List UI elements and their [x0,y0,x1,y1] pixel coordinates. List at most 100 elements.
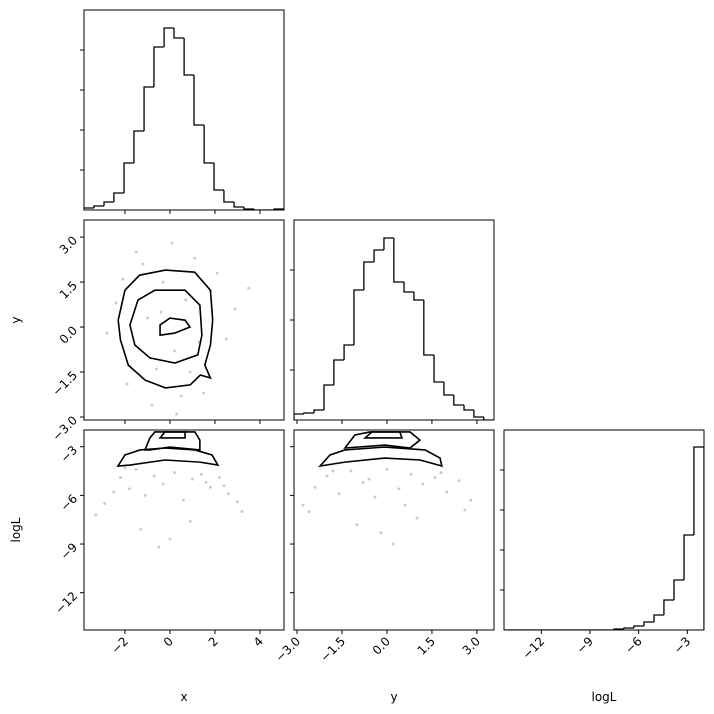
hist-bar [413,292,424,301]
scatter-point [161,280,165,284]
x-tick-label: 0.0 [370,634,393,657]
scatter-point [439,471,443,475]
y-tick-label: 1.5 [57,278,80,301]
scatter-point [112,490,116,494]
scatter-point [385,467,389,471]
scatter-point [150,403,154,407]
x-tick-label: −2 [109,634,131,656]
x-tick-label: −3.0 [273,634,304,665]
hist-bar [663,599,674,615]
plot-area [94,431,244,549]
y-tick-label: −9 [58,540,80,562]
hist-bar [294,413,304,420]
x-tick-label: −6 [622,634,644,656]
x-tick-label: −9 [574,634,596,656]
hist-bar [203,125,215,164]
scatter-point [313,485,317,489]
hist-bar [393,238,405,283]
x-tick-label: 4 [251,634,266,649]
hist-bar [623,627,634,629]
hist-bar [233,202,244,208]
hist-bar [463,405,474,411]
hist-bar [223,190,235,203]
y-tick-label: −1.5 [50,368,81,399]
scatter-point [105,331,109,335]
scatter-point [367,477,371,481]
scatter-point [247,286,251,290]
scatter-point [134,250,138,254]
plot-area [301,431,473,546]
hist-bar [443,382,454,396]
scatter-point [409,472,413,476]
scatter-point [199,472,203,476]
plot-area [84,27,284,210]
scatter-point [224,337,228,341]
x-tick-label: 3.0 [460,634,483,657]
axes-frame [83,219,285,421]
contour [143,431,201,451]
plot-area [294,237,494,420]
scatter-point [118,476,122,480]
scatter-point [125,382,129,386]
panel: −12 −9 −6 −3 logL [500,429,705,704]
contour [362,431,404,439]
scatter-point [215,271,219,275]
hist-bar [84,207,94,210]
scatter-point [301,503,305,507]
hist-bar [243,207,255,210]
scatter-point [235,500,239,504]
hist-bar [173,28,185,39]
scatter-point [469,498,473,502]
x-tick-label: 2 [206,634,221,649]
x-tick-label: 1.5 [415,634,438,657]
scatter-point [457,479,461,483]
scatter-point [179,394,183,398]
scatter-point [181,498,185,502]
scatter-point [143,493,147,497]
scatter-point [188,519,192,523]
scatter-point [240,510,244,514]
hist-bar [433,355,444,383]
hist-bar [673,579,685,600]
hist-bar [343,344,354,360]
hist-bar [323,384,334,410]
scatter-point [222,484,226,488]
scatter-point [217,476,221,480]
hist-bar [453,395,465,406]
scatter-point [170,241,174,245]
x-tick-label: −1.5 [318,634,349,665]
scatter-point [188,370,192,374]
scatter-point [463,508,467,512]
scatter-point [154,367,158,371]
panel: −2 0 2 4 −3 −6 −9 −12 x logL [9,429,285,704]
hist-bar [123,162,134,193]
hist-bar [363,261,375,290]
hist-bar [303,412,315,414]
scatter-point [161,482,165,486]
y-tick-label: −3 [58,443,80,465]
scatter-point [379,531,383,535]
panel [290,219,495,424]
panel [80,9,285,214]
scatter-point [172,471,176,475]
x-tick-label: −3 [671,634,693,656]
scatter-point [204,480,208,484]
scatter-point [233,307,237,311]
hist-bar [103,201,114,206]
hist-bar [403,282,414,293]
scatter-point [202,391,206,395]
scatter-point [190,477,194,481]
scatter-point [421,482,425,486]
axes-frame [83,9,285,211]
hist-bar [423,300,435,356]
hist-bar [143,86,154,131]
hist-bar [253,209,264,210]
y-axis-label: logL [9,517,23,542]
scatter-point [226,492,230,496]
hist-bar [183,38,195,76]
x-tick-label: −12 [520,634,548,662]
scatter-point [445,490,449,494]
plot-area [105,241,251,416]
scatter-point [114,301,118,305]
scatter-point [307,510,311,514]
